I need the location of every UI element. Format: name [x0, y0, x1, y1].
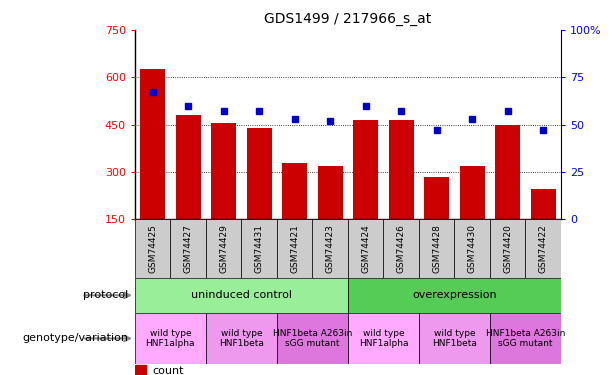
Bar	[135, 313, 206, 364]
Bar	[389, 120, 414, 219]
Text: protocol: protocol	[83, 290, 129, 300]
Bar	[318, 166, 343, 219]
Text: GSM74430: GSM74430	[468, 224, 477, 273]
Text: wild type
HNF1beta: wild type HNF1beta	[219, 329, 264, 348]
Bar	[454, 219, 490, 278]
Bar	[242, 219, 277, 278]
Text: GSM74426: GSM74426	[397, 224, 406, 273]
Text: GSM74431: GSM74431	[254, 224, 264, 273]
Bar	[170, 219, 206, 278]
Text: GSM74427: GSM74427	[184, 224, 192, 273]
Bar	[140, 69, 165, 219]
Bar	[490, 219, 525, 278]
Text: wild type
HNF1alpha: wild type HNF1alpha	[359, 329, 408, 348]
Bar	[135, 278, 348, 313]
Title: GDS1499 / 217966_s_at: GDS1499 / 217966_s_at	[264, 12, 432, 26]
Bar	[348, 278, 561, 313]
Text: wild type
HNF1beta: wild type HNF1beta	[432, 329, 477, 348]
Bar	[282, 163, 307, 219]
Text: GSM74421: GSM74421	[290, 224, 299, 273]
Text: wild type
HNF1alpha: wild type HNF1alpha	[146, 329, 195, 348]
Text: GSM74428: GSM74428	[432, 224, 441, 273]
Bar	[206, 313, 277, 364]
Bar	[490, 313, 561, 364]
Bar	[525, 219, 561, 278]
Bar	[383, 219, 419, 278]
Bar	[419, 313, 490, 364]
Bar	[246, 128, 272, 219]
Bar	[348, 219, 383, 278]
Text: GSM74429: GSM74429	[219, 224, 228, 273]
Text: count: count	[152, 366, 183, 375]
Text: GSM74420: GSM74420	[503, 224, 512, 273]
Text: overexpression: overexpression	[412, 290, 497, 300]
Text: GSM74422: GSM74422	[539, 224, 547, 273]
Bar	[211, 123, 236, 219]
Bar	[206, 219, 242, 278]
Text: HNF1beta A263in
sGG mutant: HNF1beta A263in sGG mutant	[273, 329, 352, 348]
Bar	[176, 115, 200, 219]
Text: uninduced control: uninduced control	[191, 290, 292, 300]
Bar	[313, 219, 348, 278]
Bar	[135, 365, 145, 375]
Text: GSM74423: GSM74423	[326, 224, 335, 273]
Bar	[277, 313, 348, 364]
Text: GSM74425: GSM74425	[148, 224, 157, 273]
Text: genotype/variation: genotype/variation	[23, 333, 129, 344]
Bar	[531, 189, 555, 219]
Bar	[419, 219, 454, 278]
Text: GSM74424: GSM74424	[361, 224, 370, 273]
Bar	[135, 219, 170, 278]
Bar	[353, 120, 378, 219]
Bar	[348, 313, 419, 364]
Bar	[277, 219, 313, 278]
Bar	[460, 166, 484, 219]
Text: HNF1beta A263in
sGG mutant: HNF1beta A263in sGG mutant	[485, 329, 565, 348]
Bar	[495, 124, 520, 219]
Bar	[424, 177, 449, 219]
